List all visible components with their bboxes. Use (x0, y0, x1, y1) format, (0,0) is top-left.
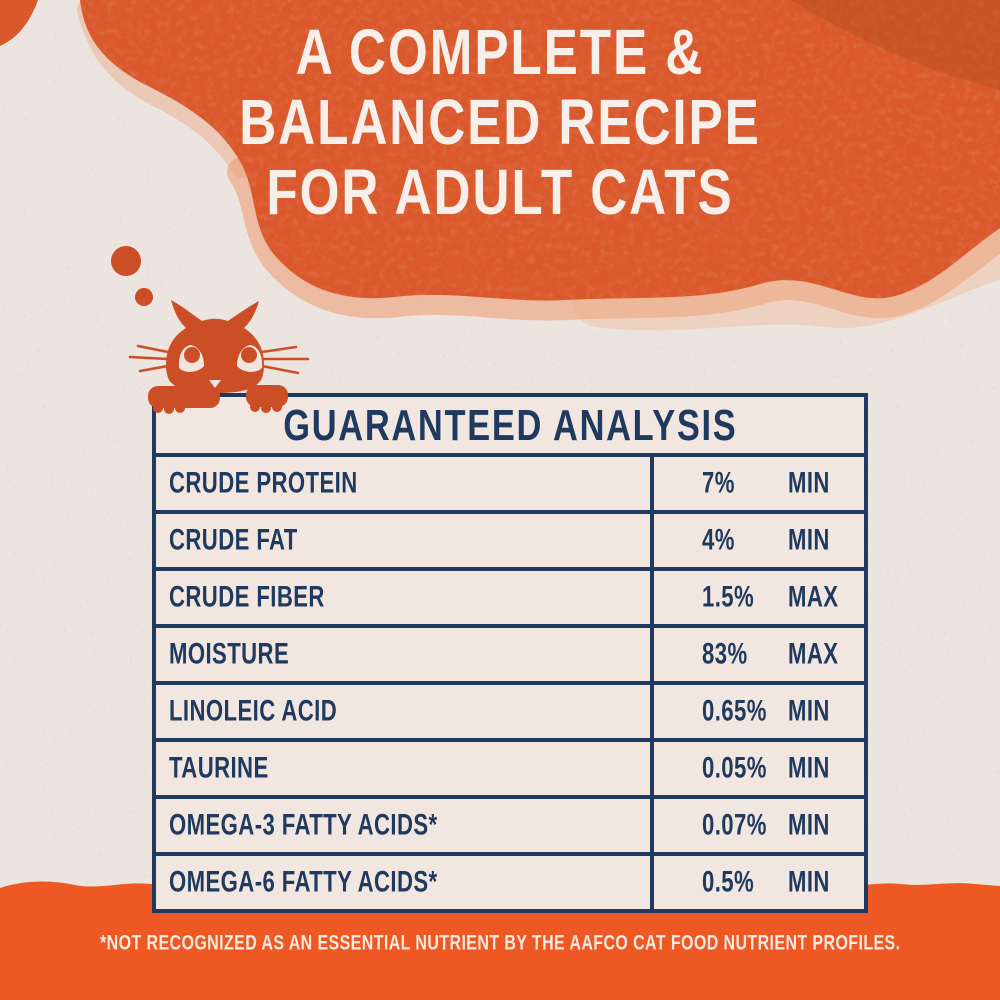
nutrient-label: MOISTURE (169, 637, 290, 671)
nutrient-qualifier: MAX (788, 637, 839, 671)
nutrient-label: CRUDE FAT (169, 523, 298, 557)
analysis-table: GUARANTEED ANALYSIS CRUDE PROTEIN 7% MIN … (152, 393, 868, 913)
nutrient-qualifier: MIN (788, 523, 830, 557)
nutrient-label: TAURINE (169, 751, 269, 785)
table-row: TAURINE 0.05% MIN (156, 742, 864, 799)
nutrient-value: 1.5% (702, 580, 755, 614)
footnote: *NOT RECOGNIZED AS AN ESSENTIAL NUTRIENT… (0, 931, 1000, 955)
cat-whiskers (128, 344, 310, 375)
nutrient-value: 0.5% (702, 865, 755, 899)
nutrient-qualifier: MIN (788, 808, 830, 842)
table-row: CRUDE FIBER 1.5% MAX (156, 571, 864, 628)
headline-line-2: BALANCED RECIPE (239, 87, 761, 159)
table-row: MOISTURE 83% MAX (156, 628, 864, 685)
headline: A COMPLETE & BALANCED RECIPE FOR ADULT C… (0, 18, 1000, 229)
table-row: OMEGA-6 FATTY ACIDS* 0.5% MIN (156, 856, 864, 909)
nutrient-qualifier: MIN (788, 694, 830, 728)
nutrient-label: OMEGA-3 FATTY ACIDS* (169, 808, 438, 842)
cat-nose (209, 380, 221, 388)
nutrient-label: LINOLEIC ACID (169, 694, 338, 728)
nutrient-qualifier: MAX (788, 580, 839, 614)
thought-bubble-dots (111, 246, 153, 306)
thought-bubble (0, 0, 1000, 331)
nutrient-value: 4% (702, 523, 735, 557)
nutrient-label: CRUDE PROTEIN (169, 466, 358, 500)
nutrient-value: 83% (702, 637, 748, 671)
table-title: GUARANTEED ANALYSIS (282, 400, 738, 449)
table-row: LINOLEIC ACID 0.65% MIN (156, 685, 864, 742)
footnote-text: *NOT RECOGNIZED AS AN ESSENTIAL NUTRIENT… (100, 931, 901, 955)
table-row: CRUDE FAT 4% MIN (156, 514, 864, 571)
headline-line-3: FOR ADULT CATS (266, 157, 734, 229)
nutrient-label: CRUDE FIBER (169, 580, 325, 614)
nutrient-qualifier: MIN (788, 466, 830, 500)
nutrient-value: 0.07% (702, 808, 767, 842)
nutrient-value: 0.05% (702, 751, 767, 785)
headline-line-1: A COMPLETE & (295, 17, 705, 89)
nutrient-qualifier: MIN (788, 751, 830, 785)
corner-blob (0, 0, 38, 46)
nutrient-value: 7% (702, 466, 735, 500)
nutrient-label: OMEGA-6 FATTY ACIDS* (169, 865, 438, 899)
table-row: CRUDE PROTEIN 7% MIN (156, 457, 864, 514)
cat-pupils (184, 347, 257, 363)
nutrient-qualifier: MIN (788, 865, 830, 899)
table-header: GUARANTEED ANALYSIS (156, 397, 864, 457)
peeking-cat-icon (128, 300, 310, 414)
nutrient-value: 0.65% (702, 694, 767, 728)
table-row: OMEGA-3 FATTY ACIDS* 0.07% MIN (156, 799, 864, 856)
